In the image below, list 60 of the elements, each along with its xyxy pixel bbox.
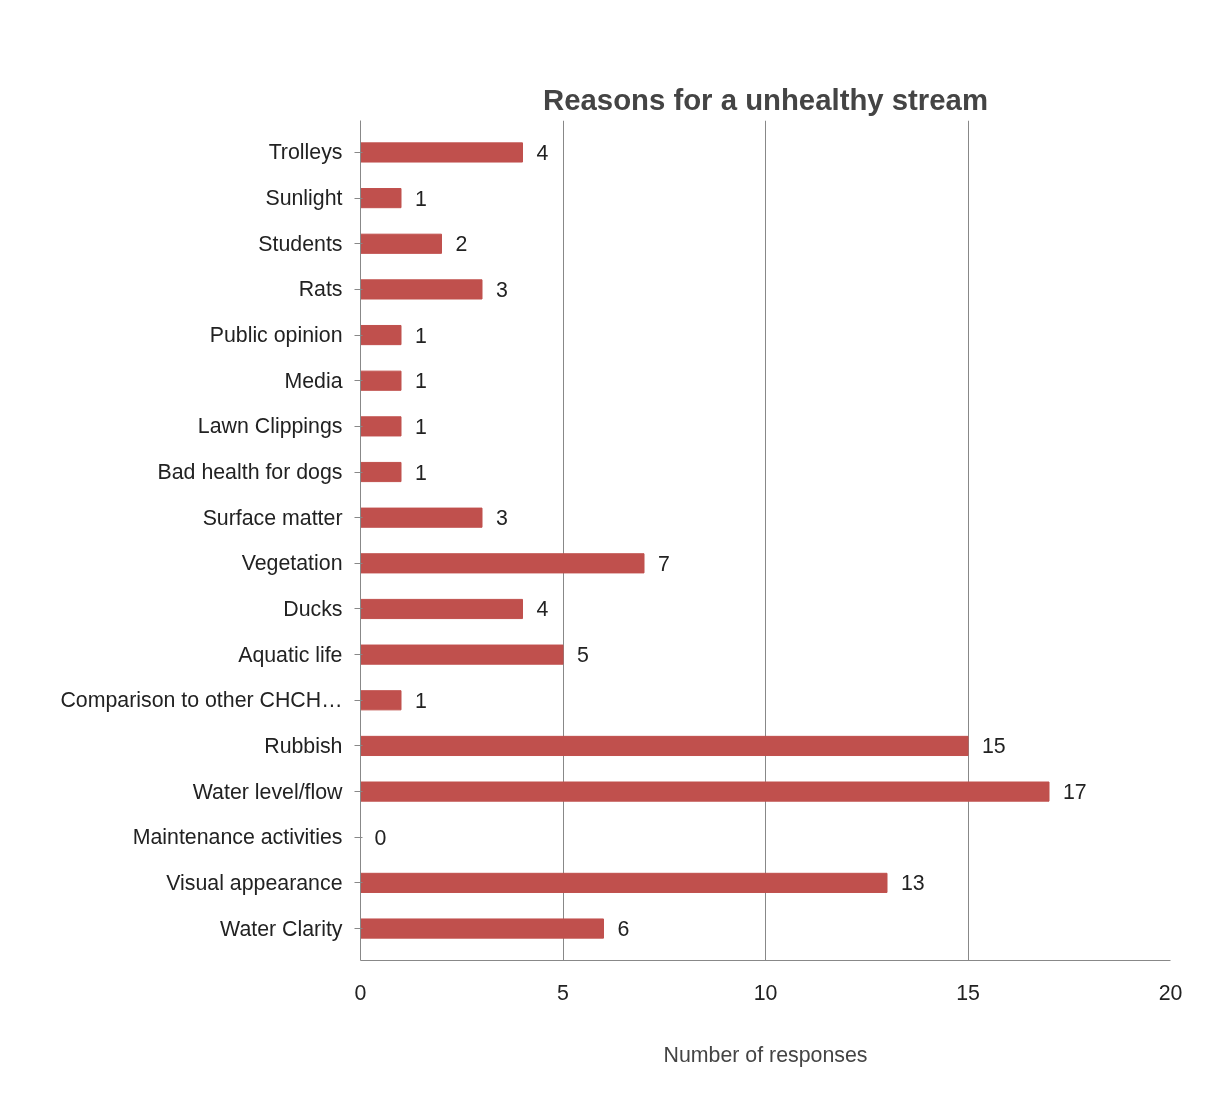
y-tick-label: Media xyxy=(284,368,343,393)
data-label: 17 xyxy=(1063,780,1087,805)
bar xyxy=(360,370,402,391)
y-tick-label: Surface matter xyxy=(202,505,343,530)
bar xyxy=(360,918,604,939)
bar xyxy=(360,461,402,483)
data-label: 4 xyxy=(536,597,549,622)
y-tick-label: Aquatic life xyxy=(238,642,343,667)
y-tick-label: Visual appearance xyxy=(166,870,343,895)
y-tick-label: Lawn Clippings xyxy=(197,414,343,439)
y-tick-label: Sunlight xyxy=(265,186,343,211)
chart-title: Reasons for a unhealthy stream xyxy=(543,82,988,116)
bar xyxy=(360,553,645,574)
bar xyxy=(360,644,564,665)
x-tick-label: 5 xyxy=(557,980,569,1005)
y-tick-label: Students xyxy=(258,231,343,256)
x-tick-label: 20 xyxy=(1158,980,1183,1005)
bar xyxy=(360,690,402,711)
data-label: 1 xyxy=(415,414,427,439)
y-tick-label: Bad health for dogs xyxy=(157,460,343,485)
y-tick-label: Ducks xyxy=(283,596,343,621)
data-label: 0 xyxy=(374,825,387,850)
x-tick-label: 0 xyxy=(354,980,367,1005)
data-label: 5 xyxy=(577,643,589,668)
y-tick-label: Public opinion xyxy=(209,323,343,348)
data-label: 13 xyxy=(901,871,925,896)
y-tick-label: Trolleys xyxy=(268,140,343,165)
bar xyxy=(360,872,888,893)
bar xyxy=(360,233,442,254)
data-label: 1 xyxy=(415,186,427,211)
data-label: 1 xyxy=(415,323,427,348)
bar xyxy=(360,507,483,528)
data-label: 15 xyxy=(982,734,1006,759)
data-label: 1 xyxy=(415,460,427,485)
bar xyxy=(360,416,402,437)
bar xyxy=(360,279,483,300)
data-label: 2 xyxy=(455,232,468,257)
data-label: 7 xyxy=(658,551,670,576)
bar xyxy=(360,188,402,209)
y-tick-label: Rubbish xyxy=(264,733,343,758)
y-tick-label: Rats xyxy=(298,277,343,302)
data-label: 1 xyxy=(415,369,427,394)
y-tick-label: Vegetation xyxy=(241,551,343,576)
bar xyxy=(360,598,523,620)
x-tick-label: 15 xyxy=(956,980,980,1005)
data-label: 1 xyxy=(415,688,427,713)
bar xyxy=(360,735,969,757)
bar xyxy=(360,781,1050,802)
y-tick-label: Comparison to other CHCH… xyxy=(60,688,343,713)
data-label: 6 xyxy=(617,917,630,942)
data-label: 4 xyxy=(536,140,549,165)
data-label: 3 xyxy=(496,277,508,302)
x-tick-label: 10 xyxy=(753,980,778,1005)
bar xyxy=(360,324,402,346)
x-axis-title: Number of responses xyxy=(663,1042,868,1067)
y-tick-label: Maintenance activities xyxy=(132,825,343,850)
y-tick-label: Water level/flow xyxy=(192,779,344,804)
bar xyxy=(360,142,523,163)
data-label: 3 xyxy=(496,506,508,531)
y-tick-label: Water Clarity xyxy=(220,916,343,941)
